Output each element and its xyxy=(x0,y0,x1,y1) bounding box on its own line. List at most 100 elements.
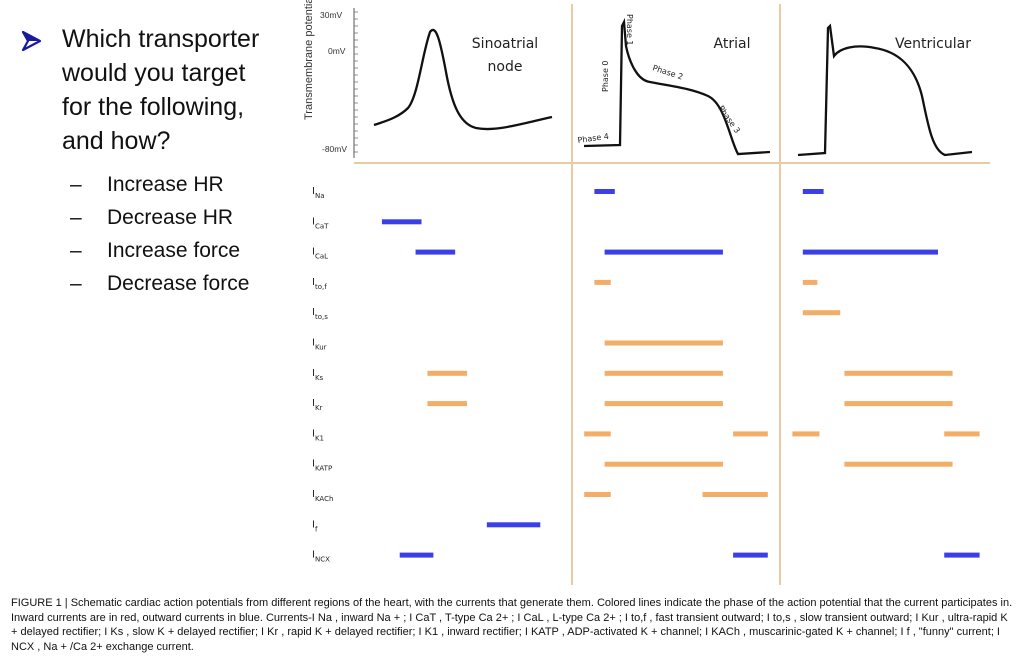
panel-title-sinoatrial: Sinoatrial xyxy=(472,36,538,52)
current-bar-na-ventricular xyxy=(802,189,824,194)
current-label-kur: IKur xyxy=(312,338,327,352)
current-label-na: INa xyxy=(312,186,324,200)
action-potential-figure: Transmembrane potential 30mV 0mV -80mV S… xyxy=(290,0,1024,585)
current-bar-kr-ventricular xyxy=(844,401,953,407)
current-bar-cal-sa xyxy=(415,249,456,255)
phase-2-label: Phase 2 xyxy=(651,63,684,81)
ap-trace-atrial xyxy=(583,17,771,156)
current-bar-k1-ventricular xyxy=(792,431,820,437)
current-label-cat: ICaT xyxy=(312,216,329,230)
current-bar-kr-sa xyxy=(427,401,468,407)
current-bar-ks-atrial xyxy=(604,370,723,376)
slide-text-area: Which transporter would you target for t… xyxy=(0,0,300,320)
current-label-cal: ICaL xyxy=(312,247,328,261)
arrow-bullet-icon xyxy=(21,30,42,52)
current-bars xyxy=(381,189,980,558)
current-label-kr: IKr xyxy=(312,398,323,412)
current-label-subscript: f xyxy=(315,525,318,533)
question-line: would you target xyxy=(62,59,246,87)
phase-1-label: Phase 1 xyxy=(625,14,634,46)
dash-marker: – xyxy=(70,238,82,262)
current-label-subscript: KACh xyxy=(315,495,333,503)
current-label-k1: IK1 xyxy=(312,428,324,442)
phase-4-label: Phase 4 xyxy=(577,132,609,145)
current-bar-tof-atrial xyxy=(594,279,611,285)
sub-bullet-item: – Decrease force xyxy=(70,267,310,300)
current-label-tos: Ito,s xyxy=(312,307,328,321)
question-text: Which transporter would you target for t… xyxy=(62,22,312,158)
current-label-main: I xyxy=(312,459,315,470)
dash-marker: – xyxy=(70,271,82,295)
current-label-main: I xyxy=(312,307,315,318)
y-tick-minus80mv: -80mV xyxy=(322,144,347,154)
dash-marker: – xyxy=(70,172,82,196)
current-bar-k1-ventricular xyxy=(944,431,980,437)
current-bar-ncx-ventricular xyxy=(944,552,980,558)
current-label-main: I xyxy=(312,519,315,530)
current-label-subscript: CaT xyxy=(315,222,329,230)
current-label-subscript: to,f xyxy=(315,283,327,291)
current-label-subscript: K1 xyxy=(315,434,324,442)
question-line: and how? xyxy=(62,127,171,155)
current-label-kach: IKACh xyxy=(312,489,333,503)
current-bar-k1-atrial xyxy=(584,431,611,437)
ap-trace-sinoatrial xyxy=(373,28,553,131)
figure-caption: FIGURE 1 | Schematic cardiac action pote… xyxy=(11,597,1013,653)
current-bar-kach-atrial xyxy=(702,492,768,497)
current-bar-ks-sa xyxy=(427,370,468,376)
sub-bullet-text: Increase force xyxy=(107,238,241,262)
current-bar-ncx-sa xyxy=(399,552,434,558)
current-bar-na-atrial xyxy=(594,189,615,194)
current-label-ncx: INCX xyxy=(312,550,330,564)
sub-bullet-text: Decrease force xyxy=(107,271,250,295)
question-line: for the following, xyxy=(62,93,245,121)
current-label-main: I xyxy=(312,489,315,500)
current-bar-ks-ventricular xyxy=(844,370,953,376)
sub-bullet-item: – Increase force xyxy=(70,234,310,267)
current-label-subscript: to,s xyxy=(315,313,328,321)
current-labels: INaICaTICaLIto,fIto,sIKurIKsIKrIK1IKATPI… xyxy=(312,186,333,564)
ap-trace-ventricular xyxy=(797,23,973,157)
current-label-subscript: CaL xyxy=(315,253,328,261)
panel-title-ventricular: Ventricular xyxy=(895,36,971,52)
panel-title-sinoatrial-node: node xyxy=(488,59,523,75)
current-label-subscript: Kr xyxy=(315,404,323,412)
current-bar-katp-atrial xyxy=(604,461,723,467)
current-bar-cal-atrial xyxy=(604,249,723,255)
current-label-subscript: Kur xyxy=(315,344,327,352)
current-label-main: I xyxy=(312,186,315,197)
current-bar-ncx-atrial xyxy=(733,552,768,558)
current-label-ks: IKs xyxy=(312,368,324,382)
sub-bullet-text: Increase HR xyxy=(107,172,224,196)
sub-bullet-list: – Increase HR – Decrease HR – Increase forc… xyxy=(70,168,310,300)
current-label-f: If xyxy=(312,519,318,533)
current-bar-tos-ventricular xyxy=(802,310,841,316)
current-bar-cat-sa xyxy=(381,219,422,225)
current-label-main: I xyxy=(312,428,315,439)
current-bar-kr-atrial xyxy=(604,401,723,407)
current-bar-cal-ventricular xyxy=(802,249,938,255)
current-label-main: I xyxy=(312,277,315,288)
current-label-subscript: KATP xyxy=(315,465,332,473)
current-label-main: I xyxy=(312,338,315,349)
question-line: Which transporter xyxy=(62,25,260,53)
current-bar-k1-atrial xyxy=(733,431,768,437)
sub-bullet-item: – Increase HR xyxy=(70,168,310,201)
current-bar-tof-ventricular xyxy=(802,279,818,285)
current-bar-f-sa xyxy=(486,522,541,528)
current-bar-kach-atrial xyxy=(584,492,611,497)
current-bar-kur-atrial xyxy=(604,340,723,346)
y-tick-0mv: 0mV xyxy=(328,46,346,56)
y-axis-minor-ticks xyxy=(354,11,358,153)
panel-title-atrial: Atrial xyxy=(714,36,751,52)
current-label-katp: IKATP xyxy=(312,459,332,473)
current-label-main: I xyxy=(312,216,315,227)
current-bar-katp-ventricular xyxy=(844,461,953,467)
current-label-tof: Ito,f xyxy=(312,277,327,291)
y-tick-30mv: 30mV xyxy=(320,10,343,20)
figure-svg: Transmembrane potential 30mV 0mV -80mV S… xyxy=(303,0,990,585)
sub-bullet-text: Decrease HR xyxy=(107,205,234,229)
dash-marker: – xyxy=(70,205,82,229)
phase-0-label: Phase 0 xyxy=(601,60,610,92)
current-label-subscript: Ks xyxy=(315,374,324,382)
